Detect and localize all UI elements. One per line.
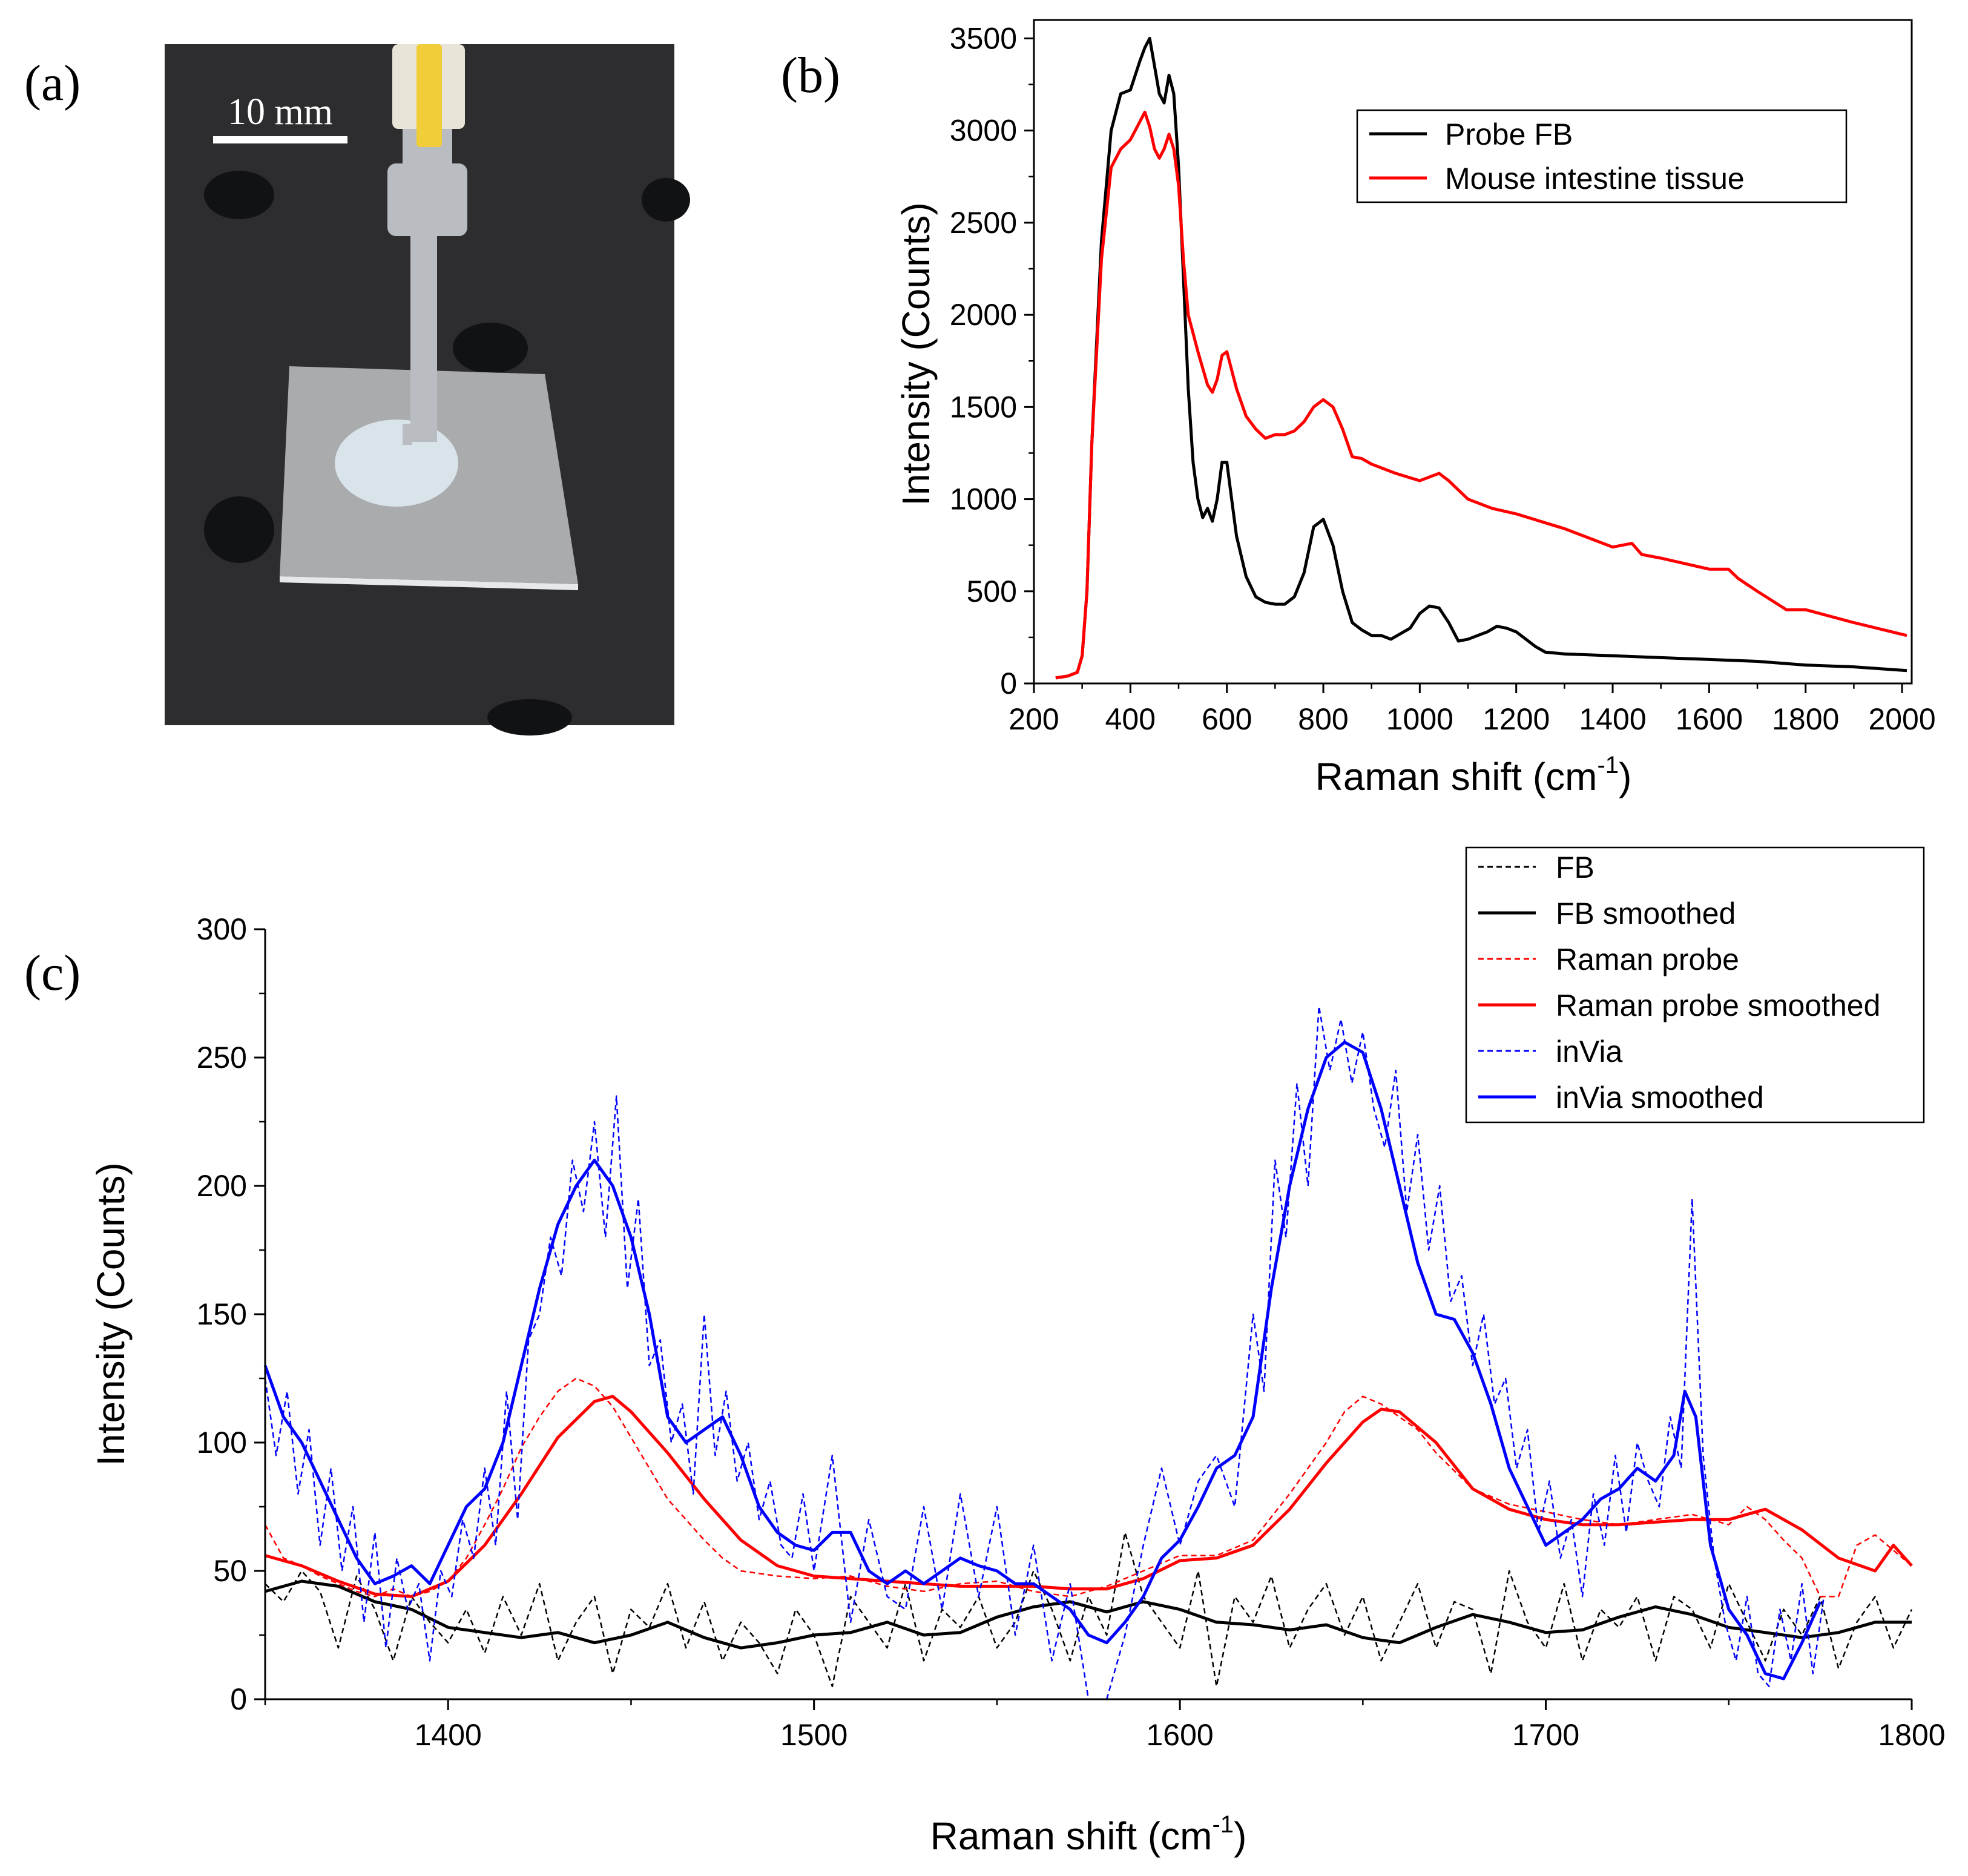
chart-c-legend-label-raman-probe-smoothed: Raman probe smoothed xyxy=(1556,989,1880,1022)
chart-c-legend-label-fb: FB xyxy=(1556,851,1594,884)
chart-c-y-tick-label: 300 xyxy=(197,912,247,946)
chart-b-series-mouse-intestine-tissue xyxy=(1055,110,1907,680)
chart-b-x-tick-label: 1200 xyxy=(1483,702,1550,736)
chart-c-series-fb xyxy=(265,1532,1913,1688)
chart-c-legend-label-invia-smoothed: inVia smoothed xyxy=(1556,1081,1764,1114)
chart-b-x-tick-labels: 200 400 600 800 1000 1200 1400 1600 1800 2000 xyxy=(1009,702,1935,736)
tissue-sample xyxy=(335,420,458,507)
chart-b-x-tick-label: 1600 xyxy=(1676,702,1743,736)
chart-c-y-tick-label: 0 xyxy=(230,1682,247,1716)
chart-c-ticks xyxy=(254,928,1913,1710)
chart-b-x-tick-label: 1400 xyxy=(1579,702,1646,736)
optical-table-holes xyxy=(204,171,690,736)
table-hole xyxy=(642,178,690,222)
chart-c-y-axis-title: Intensity (Counts) xyxy=(89,1162,133,1466)
glass-slide-edge xyxy=(280,576,578,590)
chart-b-x-tick-label: 600 xyxy=(1202,702,1252,736)
syringe-fill xyxy=(416,44,442,147)
chart-b-y-tick-labels: 0 500 1000 1500 2000 2500 3000 3500 xyxy=(950,21,1017,700)
scale-bar xyxy=(213,136,347,143)
chart-c-y-tick-label: 150 xyxy=(197,1297,247,1331)
chart-b-series-probe-fb xyxy=(1055,36,1907,680)
chart-b-x-tick-label: 800 xyxy=(1298,702,1348,736)
chart-b-y-tick-label: 2000 xyxy=(950,298,1017,332)
chart-c-y-tick-label: 50 xyxy=(213,1554,247,1588)
photo-panel: 10 mm xyxy=(165,44,690,736)
chart-c-y-tick-label: 200 xyxy=(197,1169,247,1203)
chart-b-y-tick-label: 1500 xyxy=(950,390,1017,424)
probe-nut xyxy=(387,163,467,236)
chart-b-y-tick-label: 2500 xyxy=(950,206,1017,240)
chart-c-legend: FB FB smoothed Raman probe Raman probe s… xyxy=(1465,846,1925,1124)
chart-c-x-axis-title: Raman shift (cm-1) xyxy=(930,1811,1247,1858)
chart-b-y-tick-label: 0 xyxy=(1000,666,1017,700)
chart-b-x-tick-label: 200 xyxy=(1009,702,1059,736)
chart-b-series xyxy=(1055,36,1907,680)
chart-c-series-fb-smoothed xyxy=(265,1579,1912,1650)
chart-b-legend-label-tissue: Mouse intestine tissue xyxy=(1445,162,1745,196)
probe-needle xyxy=(410,224,437,442)
chart-b-x-tick-label: 1000 xyxy=(1386,702,1453,736)
table-hole xyxy=(204,171,274,219)
chart-c-x-tick-label: 1400 xyxy=(415,1718,482,1752)
chart-c-y-tick-label: 250 xyxy=(197,1041,247,1075)
chart-c-series-raman-probe-smoothed xyxy=(265,1395,1913,1598)
chart-b-y-axis-title: Intensity (Counts) xyxy=(894,202,938,506)
chart-c-x-tick-label: 1700 xyxy=(1512,1718,1579,1752)
chart-c-y-tick-label: 100 xyxy=(197,1426,247,1460)
scale-bar-label: 10 mm xyxy=(228,91,333,133)
table-hole xyxy=(453,323,528,374)
table-hole xyxy=(204,496,274,563)
chart-b-legend-label-probe-fb: Probe FB xyxy=(1445,117,1573,151)
chart-b-ticks xyxy=(1024,37,1903,693)
chart-c-series-invia xyxy=(264,1005,1825,1700)
chart-b-y-tick-label: 500 xyxy=(967,574,1017,608)
chart-b-x-tick-label: 2000 xyxy=(1868,702,1935,736)
chart-c-x-tick-label: 1500 xyxy=(780,1718,847,1752)
chart-c-legend-label-raman-probe: Raman probe xyxy=(1556,943,1739,976)
chart-c-x-tick-label: 1800 xyxy=(1878,1718,1945,1752)
chart-c-x-tick-labels: 1400 1500 1600 1700 1800 xyxy=(415,1718,1946,1752)
chart-b: 0 500 1000 1500 2000 2500 3000 3500 200 400 600 80… xyxy=(894,19,1936,798)
chart-b-x-axis-title: Raman shift (cm-1) xyxy=(1315,752,1632,798)
chart-c-x-tick-label: 1600 xyxy=(1146,1718,1213,1752)
panel-label-b: (b) xyxy=(781,47,840,104)
chart-c-legend-label-fb-smoothed: FB smoothed xyxy=(1556,897,1736,930)
chart-b-x-tick-label: 1800 xyxy=(1772,702,1839,736)
chart-b-x-tick-label: 400 xyxy=(1105,702,1156,736)
chart-b-frame xyxy=(1033,19,1913,685)
chart-b-y-tick-label: 3500 xyxy=(950,21,1017,55)
panel-label-a: (a) xyxy=(24,55,81,111)
chart-b-legend-box xyxy=(1356,109,1848,203)
chart-c-legend-label-invia: inVia xyxy=(1556,1035,1622,1068)
chart-c-series-raman-probe xyxy=(264,1377,1912,1598)
chart-c-y-tick-labels: 0 50 100 150 200 250 300 xyxy=(197,912,247,1716)
panel-label-c: (c) xyxy=(24,945,81,1001)
chart-c-series xyxy=(263,1005,1913,1700)
chart-b-y-tick-label: 3000 xyxy=(950,114,1017,148)
chart-c-series-invia-smoothed xyxy=(263,1041,1822,1680)
chart-b-legend: Probe FB Mouse intestine tissue xyxy=(1356,109,1848,203)
chart-b-y-tick-label: 1000 xyxy=(950,482,1017,516)
needle-tip xyxy=(403,424,412,445)
chart-c-legend-box xyxy=(1465,846,1925,1124)
table-hole xyxy=(487,699,572,736)
